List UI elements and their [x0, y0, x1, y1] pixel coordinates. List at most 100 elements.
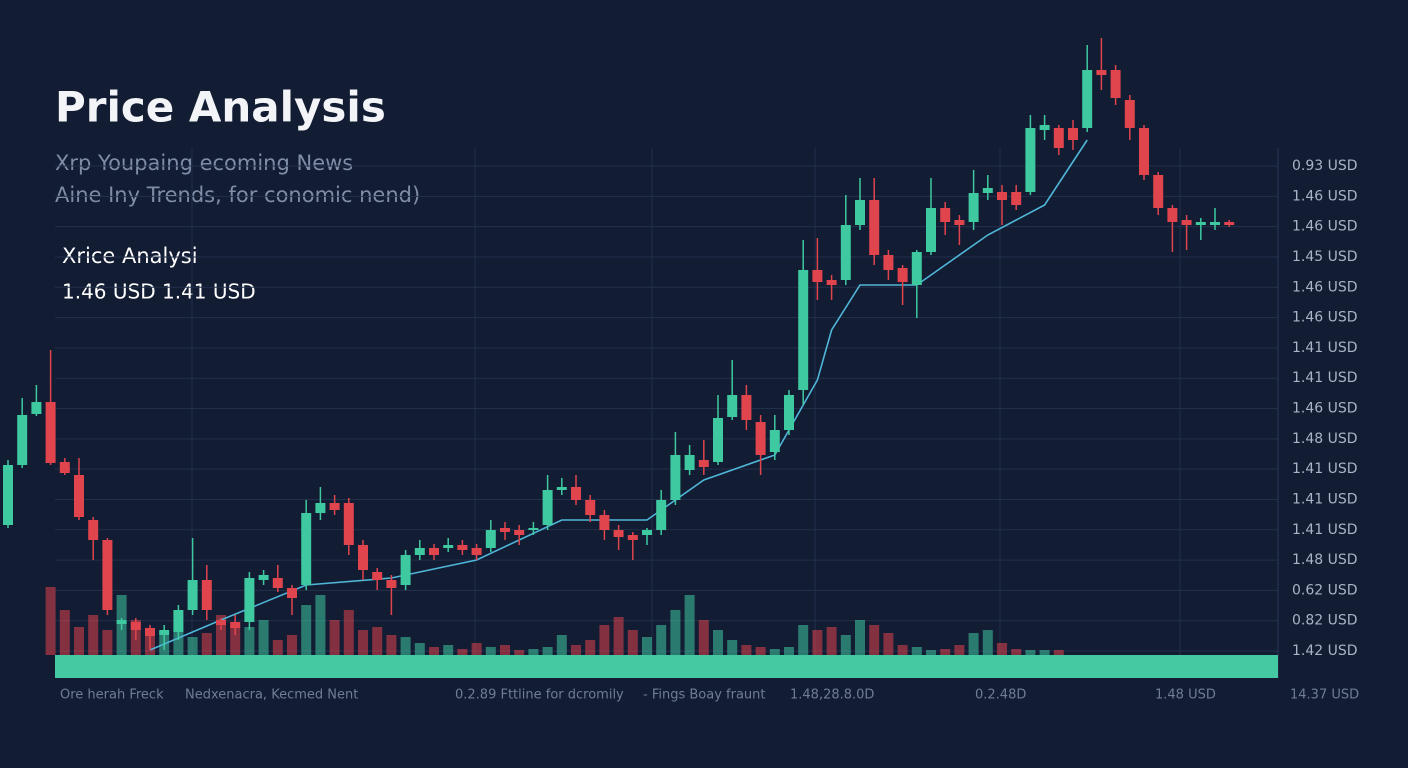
candle-body: [627, 535, 638, 540]
candle-body: [187, 580, 198, 610]
price-label: 0.82 USD: [1292, 613, 1358, 629]
volume-band: [55, 655, 1278, 678]
footer-label: Ore herah Freck: [60, 688, 164, 703]
candle-body: [216, 620, 226, 625]
price-label: 1.46 USD: [1292, 279, 1358, 295]
chart-title: Price Analysis: [55, 83, 386, 132]
volume-bar: [1053, 650, 1064, 655]
candle-body: [514, 530, 525, 535]
candle-body: [244, 578, 255, 622]
volume-bar: [315, 595, 326, 655]
subtitle: Xrp Youpaing ecoming News: [55, 151, 353, 175]
volume-bar: [471, 643, 482, 655]
candle-body: [471, 548, 482, 555]
candle-body: [1124, 100, 1135, 128]
volume-bar: [287, 635, 297, 655]
candle-body: [1082, 70, 1093, 128]
candle-body: [414, 548, 425, 555]
candle-body: [599, 515, 610, 530]
candle-body: [926, 208, 936, 252]
price-label: 1.42 USD: [1292, 643, 1358, 659]
volume-bar: [88, 615, 99, 655]
footer-label: 1.48 USD: [1155, 688, 1216, 703]
annotation: Xrice Analysi: [62, 244, 198, 268]
candle-body: [741, 395, 752, 420]
volume-bar: [826, 627, 837, 655]
candle-body: [1053, 128, 1064, 148]
volume-bar: [627, 630, 638, 655]
candle-body: [258, 575, 269, 580]
volume-bar: [528, 649, 539, 655]
candle-body: [17, 415, 28, 465]
volume-bar: [940, 649, 951, 655]
volume-bar: [500, 645, 510, 655]
volume-bar: [59, 610, 70, 655]
volume-bar: [713, 630, 723, 655]
candle-body: [485, 530, 496, 548]
candle-body: [855, 200, 865, 225]
candle-body: [1224, 222, 1235, 225]
volume-bar: [911, 647, 922, 655]
volume-bar: [656, 625, 667, 655]
volume-bar: [244, 627, 255, 655]
volume-bar: [840, 635, 851, 655]
volume-bar: [414, 643, 425, 655]
volume-bar: [457, 649, 468, 655]
volume-bar: [542, 647, 553, 655]
candle-body: [684, 455, 695, 470]
price-label: 1.46 USD: [1292, 219, 1358, 235]
candle-body: [173, 610, 184, 632]
volume-bar: [187, 637, 198, 655]
price-label: 1.46 USD: [1292, 401, 1358, 417]
price-label: 1.41 USD: [1292, 461, 1358, 477]
price-label: 1.41 USD: [1292, 522, 1358, 538]
candle-body: [968, 193, 979, 222]
price-label: 1.46 USD: [1292, 188, 1358, 204]
price-label: 1.41 USD: [1292, 370, 1358, 386]
volume-bar: [741, 645, 752, 655]
volume-bar: [769, 649, 780, 655]
candle-body: [372, 572, 383, 580]
footer-label: 14.37 USD: [1290, 688, 1359, 703]
candle-body: [159, 630, 170, 635]
candle-body: [272, 578, 283, 588]
candle-body: [1039, 125, 1050, 130]
candle-body: [585, 500, 596, 515]
candle-body: [982, 188, 993, 193]
volume-bar: [102, 630, 113, 655]
subtitle: Aine Iny Trends, for conomic nend): [55, 183, 420, 207]
volume-bar: [812, 630, 823, 655]
candle-body: [74, 475, 84, 517]
candle-body: [429, 548, 439, 555]
candle-body: [1110, 70, 1121, 98]
volume-bar: [429, 647, 439, 655]
moving-average: [149, 139, 1088, 651]
volume-bar: [301, 605, 312, 655]
volume-bar: [443, 645, 454, 655]
footer-label: 0.2.89 Fttline for dcromily: [455, 688, 624, 703]
candle-body: [329, 503, 340, 510]
candle-body: [940, 208, 951, 222]
candle-body: [315, 503, 326, 513]
volume-bar: [855, 620, 865, 655]
candle-body: [812, 270, 823, 282]
candle-body: [556, 487, 567, 490]
candle-body: [230, 622, 241, 628]
volume-bar: [343, 610, 354, 655]
annotation: 1.46 USD 1.41 USD: [62, 280, 256, 304]
volume-bar: [642, 637, 652, 655]
candle-body: [826, 280, 837, 285]
candle-body: [31, 402, 42, 414]
candle-body: [798, 270, 809, 390]
volume-bar: [485, 647, 496, 655]
volume-bar: [400, 637, 411, 655]
volume-bar: [755, 647, 766, 655]
candle-body: [869, 200, 880, 255]
candle-body: [116, 620, 127, 624]
candle-body: [755, 422, 766, 455]
candle-body: [457, 545, 468, 550]
candle-body: [102, 540, 113, 610]
volume-bar: [1025, 650, 1036, 655]
candle-body: [301, 513, 312, 585]
candle-body: [840, 225, 851, 280]
